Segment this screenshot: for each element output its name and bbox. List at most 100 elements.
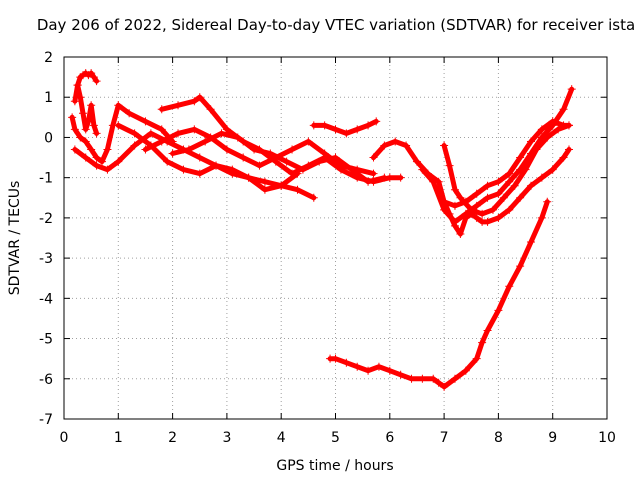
data-point bbox=[320, 149, 329, 158]
data-point bbox=[260, 177, 269, 186]
x-tick-label: 2 bbox=[168, 430, 177, 446]
data-point bbox=[499, 193, 508, 202]
data-point bbox=[429, 177, 438, 186]
data-point bbox=[353, 125, 362, 134]
data-point bbox=[510, 181, 519, 190]
y-tick-label: -4 bbox=[39, 291, 53, 307]
data-point bbox=[195, 153, 204, 162]
data-point bbox=[456, 229, 465, 238]
data-point bbox=[548, 165, 557, 174]
series-arc-1 bbox=[70, 69, 101, 106]
y-tick-label: 1 bbox=[44, 90, 53, 106]
series-arc-5 bbox=[114, 121, 302, 190]
data-point bbox=[385, 366, 394, 375]
data-point bbox=[543, 133, 552, 142]
series-arc-8 bbox=[168, 129, 389, 186]
data-point bbox=[567, 85, 576, 94]
x-tick-labels: 0 1 2 3 4 5 6 7 8 9 10 bbox=[60, 430, 616, 446]
series-arc-10 bbox=[369, 117, 573, 210]
x-tick-label: 8 bbox=[494, 430, 503, 446]
data-point bbox=[190, 125, 199, 134]
data-point bbox=[87, 145, 96, 154]
data-point bbox=[396, 370, 405, 379]
axis-ticks bbox=[63, 56, 608, 420]
data-point bbox=[168, 149, 177, 158]
data-point bbox=[494, 189, 503, 198]
data-point bbox=[76, 93, 85, 102]
data-point bbox=[526, 181, 535, 190]
data-point bbox=[174, 129, 183, 138]
data-point bbox=[559, 105, 568, 114]
y-tick-label: 0 bbox=[44, 130, 53, 146]
data-point bbox=[266, 149, 275, 158]
data-point bbox=[89, 121, 98, 130]
series-line bbox=[371, 118, 572, 209]
data-point bbox=[456, 193, 465, 202]
data-point bbox=[309, 121, 318, 130]
data-point bbox=[472, 354, 481, 363]
data-point bbox=[233, 133, 242, 142]
data-point bbox=[494, 213, 503, 222]
data-point bbox=[293, 185, 302, 194]
data-point bbox=[250, 145, 259, 154]
data-point bbox=[478, 209, 487, 218]
data-point bbox=[87, 69, 96, 78]
y-tick-label: -1 bbox=[39, 171, 53, 187]
data-point bbox=[461, 366, 470, 375]
data-point bbox=[288, 145, 297, 154]
data-point bbox=[564, 145, 573, 154]
y-tick-label: -6 bbox=[39, 372, 53, 388]
data-point bbox=[255, 161, 264, 170]
data-point bbox=[537, 173, 546, 182]
data-point bbox=[450, 221, 459, 230]
data-point bbox=[92, 153, 101, 162]
data-point bbox=[157, 125, 166, 134]
chart-title: Day 206 of 2022, Sidereal Day-to-day VTE… bbox=[37, 16, 635, 34]
data-point bbox=[141, 145, 150, 154]
data-point bbox=[407, 374, 416, 383]
data-point bbox=[445, 161, 454, 170]
data-point bbox=[364, 177, 373, 186]
data-point bbox=[81, 137, 90, 146]
data-point bbox=[98, 157, 107, 166]
x-axis-label: GPS time / hours bbox=[276, 458, 393, 474]
data-point bbox=[70, 97, 79, 106]
data-point bbox=[532, 145, 541, 154]
x-tick-label: 9 bbox=[548, 430, 557, 446]
series-line bbox=[441, 122, 572, 217]
data-point bbox=[516, 262, 525, 271]
data-point bbox=[472, 201, 481, 210]
data-point bbox=[526, 137, 535, 146]
data-point bbox=[434, 378, 443, 387]
data-point bbox=[179, 165, 188, 174]
data-point bbox=[92, 161, 101, 170]
data-point bbox=[494, 306, 503, 315]
data-point bbox=[516, 153, 525, 162]
data-point bbox=[402, 141, 411, 150]
data-point bbox=[174, 101, 183, 110]
data-point bbox=[103, 165, 112, 174]
data-point bbox=[304, 137, 313, 146]
data-point bbox=[505, 282, 514, 291]
data-point bbox=[564, 121, 573, 130]
data-point bbox=[73, 81, 82, 90]
data-point bbox=[184, 145, 193, 154]
data-point bbox=[70, 145, 79, 154]
data-point bbox=[222, 145, 231, 154]
data-point bbox=[309, 193, 318, 202]
data-point bbox=[364, 366, 373, 375]
data-point bbox=[217, 129, 226, 138]
x-tick-label: 0 bbox=[60, 430, 69, 446]
series-arc-3 bbox=[68, 101, 177, 166]
series-arc-9 bbox=[309, 117, 381, 138]
grid-lines bbox=[64, 57, 607, 419]
data-point bbox=[157, 105, 166, 114]
data-point bbox=[521, 165, 530, 174]
series-arc-2 bbox=[73, 81, 101, 138]
data-point bbox=[478, 338, 487, 347]
data-point bbox=[244, 173, 253, 182]
data-point bbox=[369, 153, 378, 162]
data-point bbox=[125, 109, 134, 118]
series-arc-12 bbox=[440, 121, 573, 218]
